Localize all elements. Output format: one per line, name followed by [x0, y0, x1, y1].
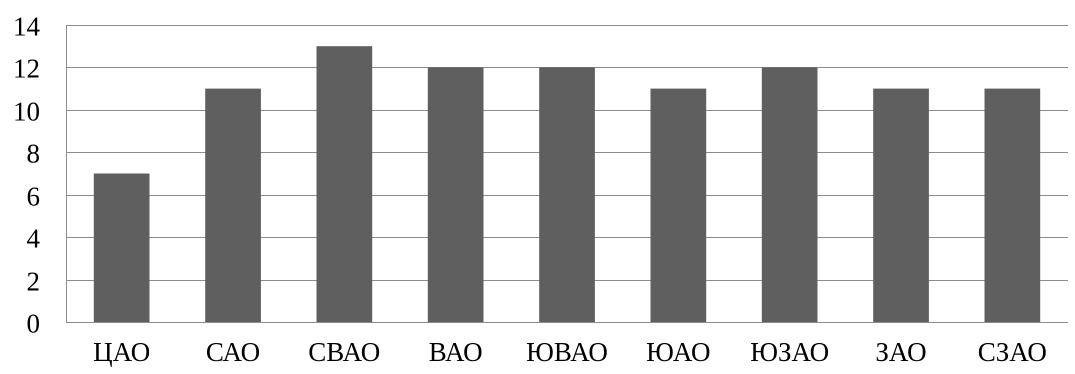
bar	[650, 88, 707, 322]
x-tick-label: ВАО	[429, 337, 483, 367]
axes	[66, 25, 1068, 323]
x-tick-label: СВАО	[308, 337, 380, 367]
bar	[984, 88, 1041, 322]
y-tick-label: 8	[27, 139, 41, 169]
y-tick-label: 4	[27, 224, 41, 254]
bar	[93, 173, 150, 322]
y-tick-label: 12	[13, 54, 40, 84]
y-tick-label: 2	[27, 267, 41, 297]
bars	[93, 46, 1041, 323]
x-tick-label: ЦАО	[93, 337, 150, 367]
x-tick-label: ЮАО	[646, 337, 710, 367]
y-tick-labels: 0 2 4 6 8 10 12 14	[13, 12, 41, 339]
x-tick-label: САО	[206, 337, 260, 367]
bar	[761, 67, 818, 323]
bar	[427, 67, 484, 323]
x-tick-labels: ЦАО САО СВАО ВАО ЮВАО ЮАО ЮЗАО ЗАО СЗАО	[93, 337, 1047, 367]
bar	[873, 88, 929, 322]
bar	[539, 67, 595, 323]
y-tick-label: 6	[27, 182, 41, 212]
x-tick-label: СЗАО	[978, 337, 1047, 367]
x-tick-label: ЮВАО	[526, 337, 608, 367]
x-tick-label: ЮЗАО	[750, 337, 829, 367]
y-tick-label: 10	[13, 97, 40, 127]
x-tick-label: ЗАО	[875, 337, 926, 367]
bar	[205, 88, 261, 322]
y-tick-label: 14	[13, 12, 41, 42]
bar	[316, 46, 373, 322]
y-tick-label: 0	[27, 309, 41, 339]
